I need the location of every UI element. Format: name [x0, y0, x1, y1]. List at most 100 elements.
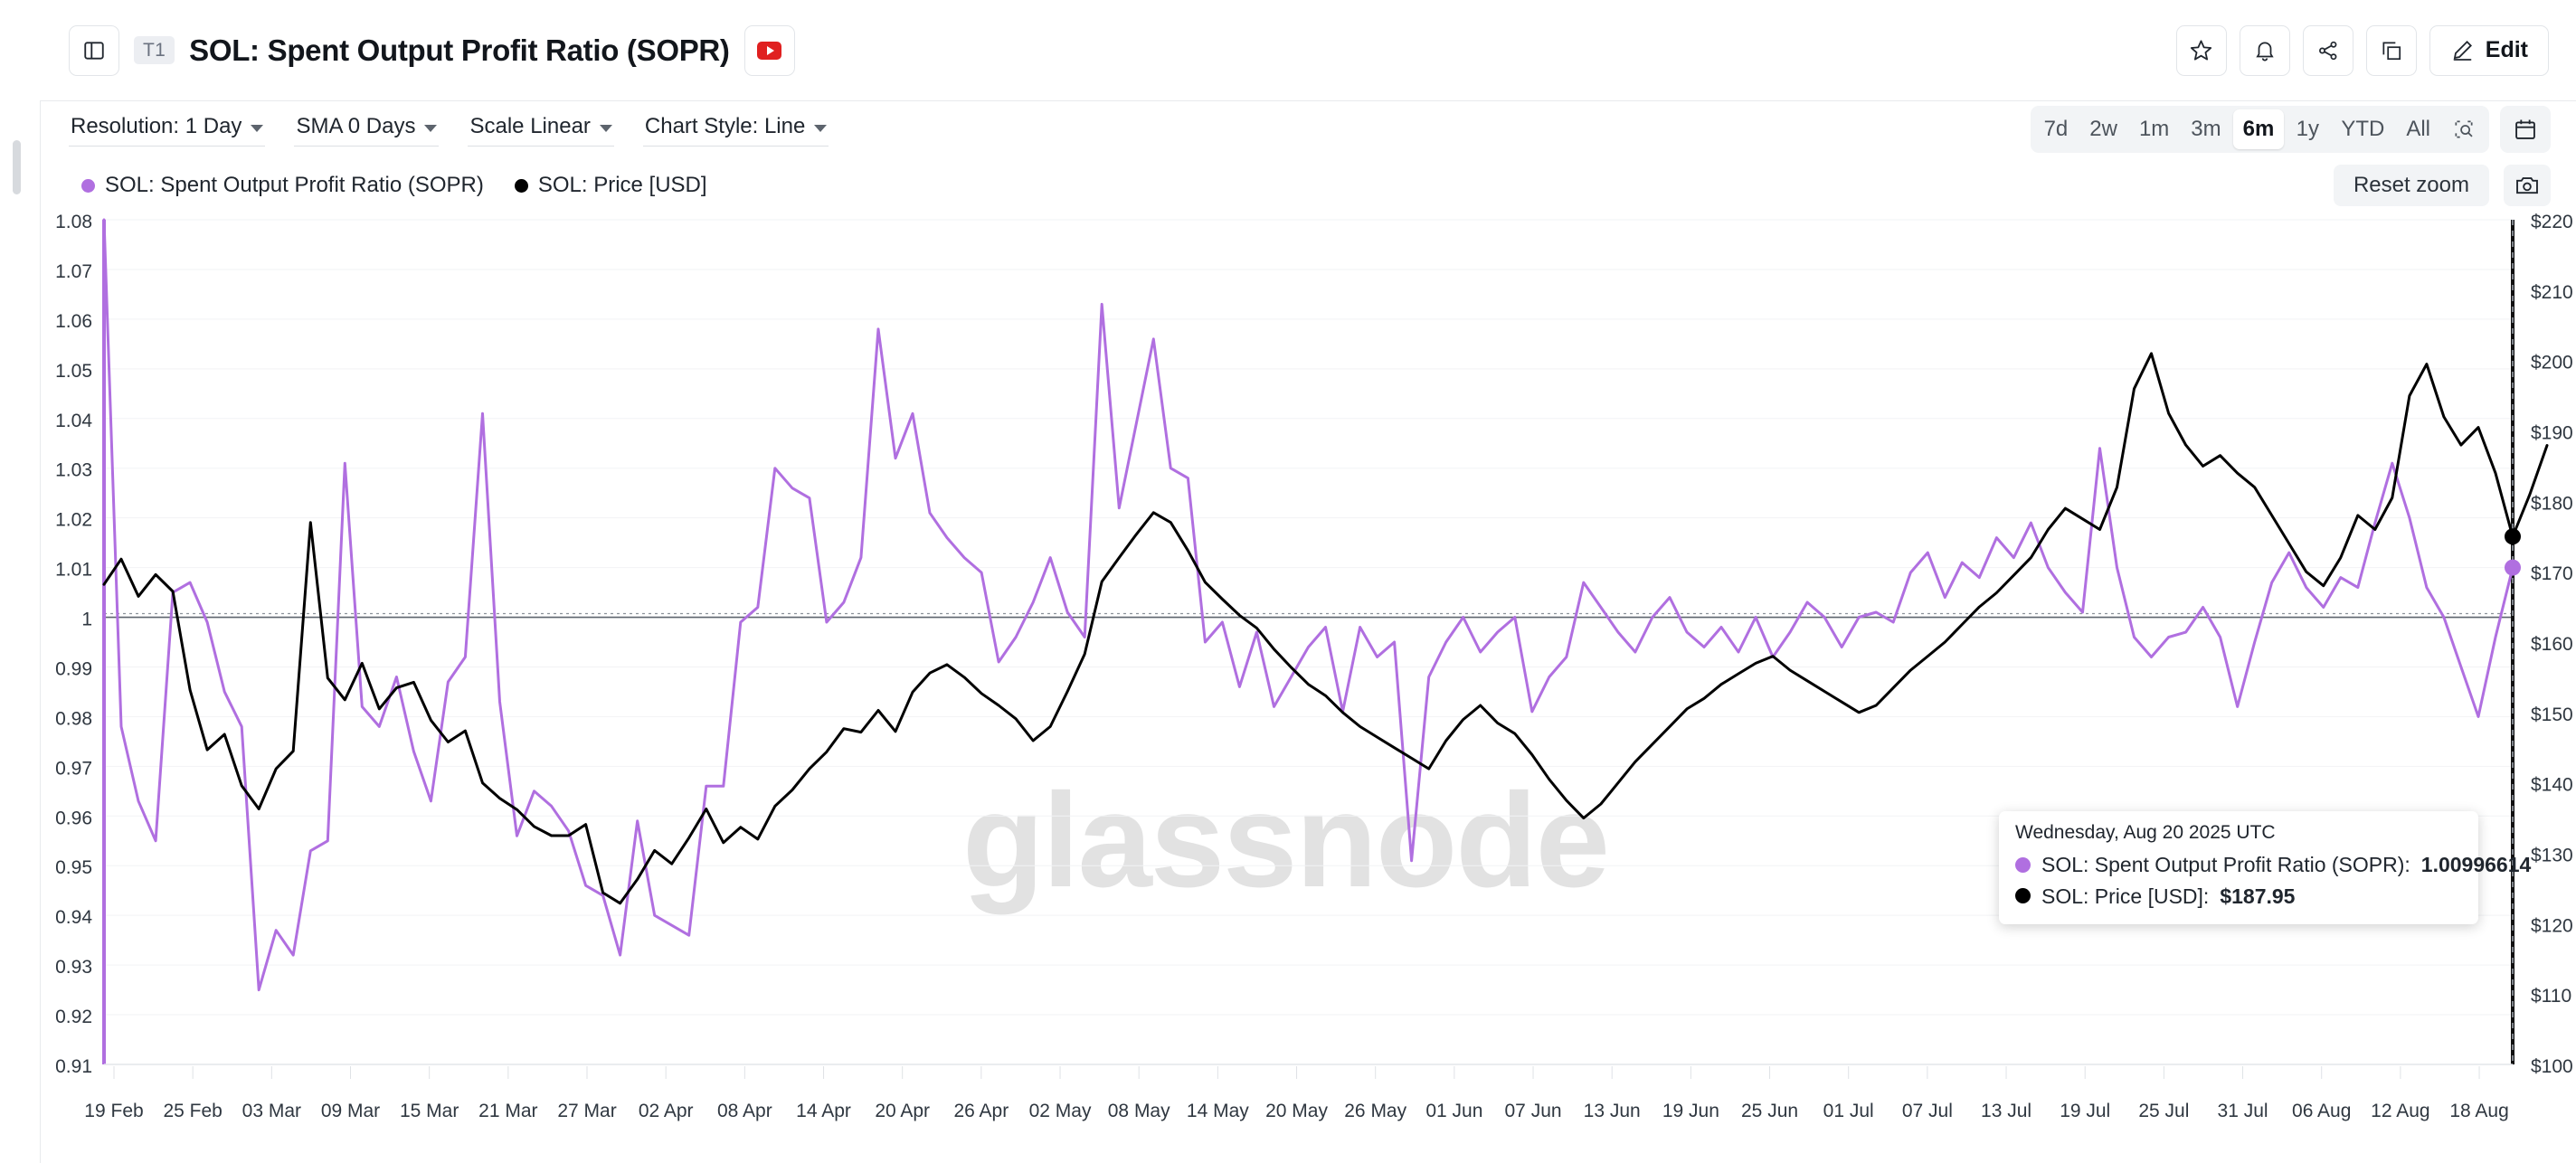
sidebar-toggle-button[interactable]: [69, 24, 119, 76]
left-rail: [0, 0, 41, 1163]
reset-zoom-button[interactable]: Reset zoom: [2333, 165, 2489, 206]
y2-axis-tick-label: $200: [2531, 353, 2573, 373]
x-axis-tick-label: 19 Jul: [2060, 1101, 2110, 1121]
y2-axis-tick-label: $150: [2531, 704, 2573, 725]
legend-right-group: Reset zoom: [2333, 158, 2551, 213]
duplicate-button[interactable]: [2365, 24, 2417, 76]
tooltip-label-sopr: SOL: Spent Output Profit Ratio (SOPR):: [2041, 853, 2410, 876]
x-axis-tick-label: 15 Mar: [400, 1101, 459, 1121]
y2-axis-tick-label: $160: [2531, 634, 2573, 655]
x-axis-tick-label: 12 Aug: [2371, 1101, 2429, 1121]
series-line-price: [102, 352, 2549, 905]
y-axis-tick-label: 1.02: [55, 510, 92, 531]
y-axis-tick-label: 0.92: [55, 1007, 92, 1027]
page-title: SOL: Spent Output Profit Ratio (SOPR): [189, 33, 730, 67]
range-button-1m[interactable]: 1m: [2138, 117, 2170, 141]
range-button-7d[interactable]: 7d: [2043, 117, 2069, 141]
chevron-down-icon: [424, 124, 438, 132]
youtube-icon: [757, 41, 782, 60]
x-axis-tick-label: 20 May: [1265, 1101, 1328, 1121]
y-axis-tick-label: 0.94: [55, 907, 92, 928]
edit-button[interactable]: Edit: [2429, 24, 2549, 76]
y2-axis-tick-label: $130: [2531, 846, 2573, 866]
x-axis-tick-label: 18 Aug: [2449, 1101, 2508, 1121]
zoom-select-button[interactable]: [2442, 109, 2486, 149]
scale-dropdown[interactable]: Scale Linear: [468, 112, 614, 147]
x-axis-tick-label: 13 Jul: [1981, 1101, 2031, 1121]
chart-plot[interactable]: 1.08 1.07 1.06 1.05 1.04 1.03 1.02 1.01 1 0.99 0.9…: [40, 213, 2576, 1163]
legend-label-sopr: SOL: Spent Output Profit Ratio (SOPR): [105, 173, 484, 197]
tooltip-value-sopr: 1.00996614: [2420, 853, 2532, 876]
sma-dropdown[interactable]: SMA 0 Days: [294, 112, 440, 147]
y2-axis-tick-label: $190: [2531, 423, 2573, 444]
resolution-dropdown-label: Resolution: 1 Day: [71, 114, 242, 138]
share-button[interactable]: [2302, 24, 2353, 76]
range-buttons: 7d 2w 1m 3m 6m 1y YTD All: [2030, 106, 2489, 153]
calendar-button[interactable]: [2500, 106, 2551, 153]
calendar-icon: [2515, 119, 2535, 139]
range-button-ytd[interactable]: YTD: [2341, 117, 2385, 141]
y-axis-tick-label: 1.07: [55, 261, 92, 282]
legend-item-sopr[interactable]: SOL: Spent Output Profit Ratio (SOPR): [81, 173, 484, 198]
range-button-2w[interactable]: 2w: [2089, 117, 2117, 141]
tooltip-date: Wednesday, Aug 20 2025 UTC: [2015, 822, 2276, 843]
pencil-icon: [2453, 41, 2472, 61]
youtube-button[interactable]: [743, 24, 795, 76]
x-axis-tick-label: 06 Aug: [2292, 1101, 2351, 1121]
camera-icon: [2516, 177, 2538, 194]
x-axis-tick-label: 25 Jun: [1741, 1101, 1798, 1121]
legend-dot-sopr: [81, 178, 95, 193]
y2-axis-tick-label: $120: [2531, 915, 2573, 936]
chart-style-dropdown[interactable]: Chart Style: Line: [642, 112, 829, 147]
tooltip-dot-price: [2015, 888, 2031, 904]
x-axis-tick-label: 14 Apr: [796, 1101, 851, 1121]
y-axis-tick-label: 0.97: [55, 758, 92, 779]
resolution-dropdown[interactable]: Resolution: 1 Day: [69, 112, 266, 147]
range-button-1y[interactable]: 1y: [2296, 117, 2319, 141]
y2-axis-tick-label: $220: [2531, 213, 2573, 232]
sidebar-toggle-icon: [84, 41, 104, 60]
x-axis-tick-label: 13 Jun: [1584, 1101, 1641, 1121]
range-button-all[interactable]: All: [2406, 117, 2430, 141]
share-icon: [2318, 41, 2337, 60]
x-axis-tick-label: 25 Jul: [2138, 1101, 2189, 1121]
x-axis-tick-label: 19 Jun: [1662, 1101, 1719, 1121]
legend-item-price[interactable]: SOL: Price [USD]: [514, 173, 707, 198]
x-axis-tick-label: 01 Jul: [1823, 1101, 1874, 1121]
x-axis-tick-label: 03 Mar: [242, 1101, 301, 1121]
x-axis-tick-label: 21 Mar: [478, 1101, 537, 1121]
y-axis-tick-label: 0.91: [55, 1056, 92, 1077]
edit-button-label: Edit: [2485, 37, 2528, 62]
x-axis-tick-label: 08 May: [1108, 1101, 1170, 1121]
chart-options-group: Resolution: 1 Day SMA 0 Days Scale Linea…: [69, 100, 829, 158]
cursor-marker-price: [2505, 528, 2521, 545]
x-axis-tick-label: 20 Apr: [875, 1101, 930, 1121]
x-axis-tick-label: 01 Jun: [1425, 1101, 1482, 1121]
chart-toolbar: Resolution: 1 Day SMA 0 Days Scale Linea…: [40, 100, 2576, 158]
y-axis-tick-label: 0.93: [55, 957, 92, 978]
y-axis-tick-label: 1.05: [55, 361, 92, 382]
time-range-group: 7d 2w 1m 3m 6m 1y YTD All: [2030, 100, 2551, 158]
alerts-button[interactable]: [2239, 24, 2290, 76]
chart-legend: SOL: Spent Output Profit Ratio (SOPR) SO…: [81, 158, 707, 213]
x-axis-tick-label: 08 Apr: [717, 1101, 772, 1121]
x-axis-tick-label: 07 Jun: [1505, 1101, 1562, 1121]
tooltip-label-price: SOL: Price [USD]:: [2041, 884, 2210, 908]
screenshot-button[interactable]: [2504, 165, 2551, 206]
range-button-6m[interactable]: 6m: [2232, 109, 2285, 149]
x-axis-tick-label: 26 May: [1344, 1101, 1406, 1121]
y-axis-tick-label: 0.95: [55, 857, 92, 878]
range-button-3m[interactable]: 3m: [2191, 117, 2221, 141]
x-axis-tick-label: 19 Feb: [84, 1101, 143, 1121]
tooltip-dot-sopr: [2015, 856, 2031, 873]
y-axis-tick-label: 0.98: [55, 708, 92, 729]
favorite-button[interactable]: [2175, 24, 2227, 76]
y-axis-tick-label: 1.08: [55, 213, 92, 232]
header-right-group: Edit: [2175, 0, 2549, 100]
legend-dot-price: [514, 178, 528, 193]
star-icon: [2191, 40, 2212, 61]
y2-axis-tick-label: $100: [2531, 1056, 2573, 1077]
series-line-sopr: [102, 218, 2514, 992]
rail-scrollbar[interactable]: [13, 140, 21, 194]
